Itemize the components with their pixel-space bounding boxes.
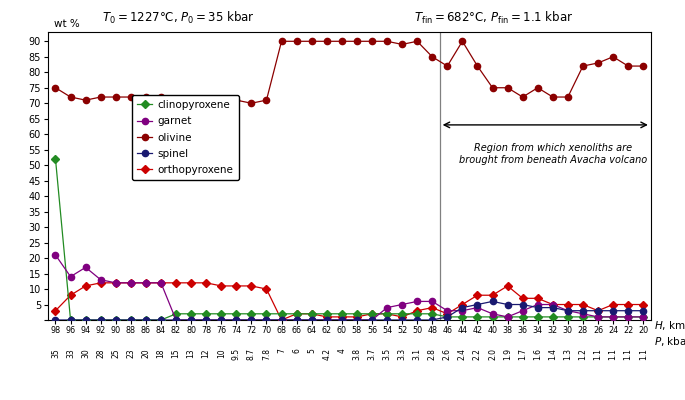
Text: $T_\mathrm{fin} = 682$°C, $P_\mathrm{fin} = 1.1$ kbar: $T_\mathrm{fin} = 682$°C, $P_\mathrm{fin… bbox=[414, 10, 573, 26]
Text: $T_0 = 1227$°C, $P_0 = 35$ kbar: $T_0 = 1227$°C, $P_0 = 35$ kbar bbox=[101, 10, 255, 26]
Text: 33: 33 bbox=[66, 348, 75, 358]
Text: 7: 7 bbox=[277, 348, 286, 353]
Text: 1.2: 1.2 bbox=[578, 348, 588, 360]
Text: 5: 5 bbox=[307, 348, 316, 353]
Text: 6: 6 bbox=[292, 348, 301, 353]
Text: 28: 28 bbox=[96, 348, 105, 358]
Text: 4.2: 4.2 bbox=[322, 348, 332, 360]
Text: 20: 20 bbox=[141, 348, 151, 358]
Text: 2.0: 2.0 bbox=[488, 348, 497, 360]
Text: 23: 23 bbox=[126, 348, 136, 358]
Text: 1.1: 1.1 bbox=[608, 348, 618, 360]
Text: 10: 10 bbox=[216, 348, 226, 358]
Text: 3.3: 3.3 bbox=[397, 348, 407, 360]
Text: 3.8: 3.8 bbox=[352, 348, 362, 360]
Legend: clinopyroxene, garnet, olivine, spinel, orthopyroxene: clinopyroxene, garnet, olivine, spinel, … bbox=[132, 95, 238, 180]
Text: 7.8: 7.8 bbox=[262, 348, 271, 360]
Text: 3.5: 3.5 bbox=[382, 348, 392, 360]
Text: 25: 25 bbox=[111, 348, 121, 358]
Text: 1.1: 1.1 bbox=[593, 348, 603, 360]
Text: 35: 35 bbox=[51, 348, 60, 358]
Text: 9.5: 9.5 bbox=[232, 348, 241, 360]
Text: 2.4: 2.4 bbox=[458, 348, 467, 360]
Text: 30: 30 bbox=[81, 348, 90, 358]
Text: $H$, km: $H$, km bbox=[654, 320, 685, 332]
Text: 1.1: 1.1 bbox=[623, 348, 633, 360]
Text: 2.8: 2.8 bbox=[427, 348, 437, 360]
Text: 2.2: 2.2 bbox=[473, 348, 482, 360]
Text: 18: 18 bbox=[156, 348, 166, 358]
Text: 1.4: 1.4 bbox=[548, 348, 558, 360]
Text: 13: 13 bbox=[186, 348, 196, 358]
Text: 8.7: 8.7 bbox=[247, 348, 256, 360]
Text: 1.9: 1.9 bbox=[503, 348, 512, 360]
Text: 4: 4 bbox=[337, 348, 347, 353]
Text: Region from which xenoliths are
brought from beneath Avacha volcano: Region from which xenoliths are brought … bbox=[459, 144, 647, 165]
Text: 3.7: 3.7 bbox=[367, 348, 377, 360]
Text: 1.7: 1.7 bbox=[518, 348, 527, 360]
Text: 1.6: 1.6 bbox=[533, 348, 543, 360]
Text: 2.6: 2.6 bbox=[443, 348, 452, 360]
Text: wt %: wt % bbox=[54, 19, 79, 29]
Text: 12: 12 bbox=[201, 348, 211, 358]
Text: $P$, kbar: $P$, kbar bbox=[654, 336, 685, 348]
Text: 1.3: 1.3 bbox=[563, 348, 573, 360]
Text: 15: 15 bbox=[171, 348, 181, 358]
Text: 3.1: 3.1 bbox=[412, 348, 422, 360]
Text: 1.1: 1.1 bbox=[638, 348, 648, 360]
